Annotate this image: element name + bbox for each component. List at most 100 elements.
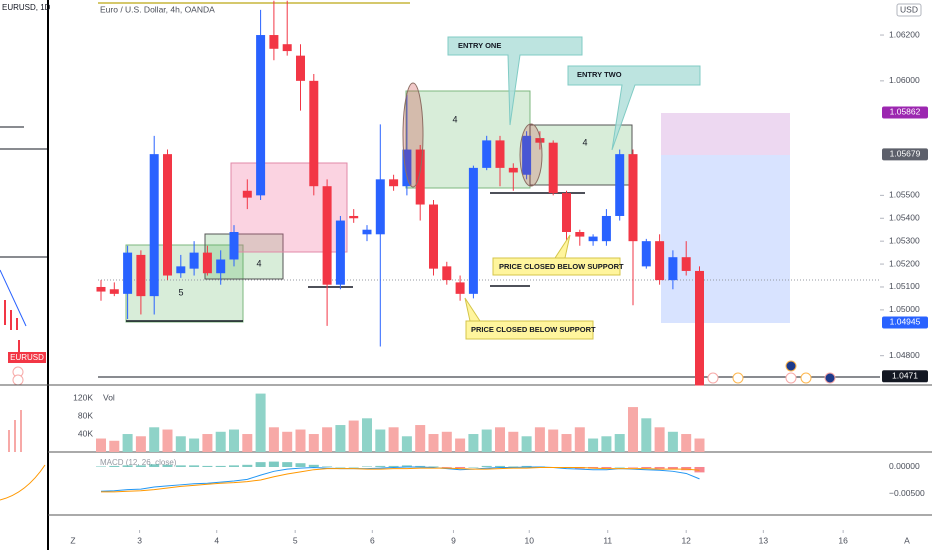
volume-bar bbox=[202, 434, 213, 452]
event-icon[interactable] bbox=[824, 372, 836, 384]
stop-zone bbox=[661, 155, 790, 323]
candle-body bbox=[216, 259, 226, 274]
candle-body bbox=[282, 44, 292, 52]
y-tick-label: 1.05100 bbox=[889, 281, 920, 291]
candle-body bbox=[455, 282, 465, 294]
candle bbox=[18, 340, 20, 360]
volume-bar bbox=[295, 429, 306, 452]
volume-bar bbox=[189, 438, 200, 452]
candle-body bbox=[322, 186, 332, 285]
candle bbox=[10, 310, 12, 330]
volume-bar bbox=[8, 430, 10, 452]
x-tick-label: 4 bbox=[214, 535, 219, 545]
volume-title: Vol bbox=[103, 392, 115, 402]
macd-histogram-bar bbox=[441, 466, 452, 468]
volume-bar bbox=[229, 429, 239, 452]
candle-body bbox=[495, 140, 505, 168]
event-icon[interactable] bbox=[732, 372, 744, 384]
macd-line bbox=[101, 467, 700, 493]
callout bbox=[464, 297, 594, 340]
candle-body bbox=[349, 215, 359, 219]
volume-bar bbox=[362, 418, 372, 452]
candle-body bbox=[482, 140, 492, 168]
callout-text: ENTRY TWO bbox=[577, 70, 622, 79]
price-level-badge bbox=[882, 106, 928, 119]
event-icon[interactable] bbox=[707, 372, 719, 384]
candle-body bbox=[375, 179, 385, 235]
volume-bar bbox=[388, 427, 399, 452]
candle-body bbox=[335, 220, 345, 285]
candle-body bbox=[575, 232, 585, 237]
macd-histogram-bar bbox=[122, 465, 133, 467]
callout-text: ENTRY ONE bbox=[458, 41, 501, 50]
macd-histogram-bar bbox=[641, 466, 652, 469]
volume-bar bbox=[574, 427, 585, 452]
event-icon[interactable] bbox=[785, 360, 797, 372]
volume-bar bbox=[348, 420, 359, 452]
candle bbox=[4, 300, 6, 325]
zoom-icon[interactable]: Z bbox=[70, 535, 75, 545]
macd-histogram-bar bbox=[415, 465, 426, 467]
volume-bar bbox=[455, 438, 466, 452]
volume-bar bbox=[255, 393, 266, 452]
candle-body bbox=[429, 204, 438, 269]
macd-histogram-bar bbox=[215, 465, 226, 467]
candle-body bbox=[562, 193, 571, 233]
event-icon[interactable] bbox=[800, 372, 812, 384]
volume-bar bbox=[654, 427, 665, 452]
macd-histogram-bar bbox=[362, 466, 372, 467]
highlight-ellipse bbox=[519, 123, 543, 187]
macd-histogram-bar bbox=[162, 464, 173, 467]
macd-histogram-bar bbox=[255, 462, 266, 467]
x-tick-label: 13 bbox=[759, 535, 769, 545]
volume-bar bbox=[681, 434, 692, 452]
event-icon[interactable] bbox=[785, 372, 797, 384]
candle-body bbox=[601, 215, 611, 242]
volume-bar bbox=[601, 436, 612, 452]
candle-body bbox=[628, 154, 638, 242]
volume-tick-label: 120K bbox=[73, 392, 93, 402]
auto-scale[interactable]: A bbox=[904, 535, 910, 545]
volume-tick-label: 80K bbox=[78, 410, 93, 420]
macd-histogram-bar bbox=[202, 465, 213, 467]
volume-bar bbox=[415, 425, 426, 452]
volume-bar bbox=[268, 427, 279, 452]
macd-histogram-bar bbox=[175, 465, 186, 467]
price-level-badge bbox=[882, 148, 928, 161]
demand-zone bbox=[125, 244, 244, 323]
macd-histogram-bar bbox=[601, 466, 612, 469]
candle-body bbox=[468, 167, 478, 294]
macd-histogram-bar bbox=[96, 466, 106, 467]
macd-histogram-bar bbox=[268, 461, 279, 467]
volume-bar bbox=[561, 434, 572, 452]
callout bbox=[567, 65, 701, 151]
volume-bar bbox=[109, 440, 120, 452]
volume-bar bbox=[628, 407, 638, 452]
macd-histogram-bar bbox=[667, 466, 678, 470]
volume-bar bbox=[375, 429, 386, 452]
candle-body bbox=[309, 80, 319, 187]
volume-bar bbox=[588, 438, 599, 452]
macd-histogram-bar bbox=[481, 465, 492, 467]
currency-badge[interactable] bbox=[896, 3, 922, 17]
volume-bar bbox=[534, 427, 545, 452]
highlight-ellipse bbox=[402, 82, 424, 188]
macd-histogram-bar bbox=[388, 465, 399, 467]
volume-bar bbox=[175, 436, 186, 452]
y-tick-label: 1.05000 bbox=[889, 304, 920, 314]
candle-body bbox=[695, 270, 704, 386]
volume-bar bbox=[282, 431, 293, 452]
macd-histogram-bar bbox=[428, 466, 439, 467]
candle-body bbox=[508, 167, 518, 173]
volume-bar bbox=[135, 436, 146, 452]
price-level-badge bbox=[882, 316, 928, 329]
volume-bar bbox=[401, 436, 412, 452]
volume-bar bbox=[667, 431, 678, 452]
x-tick-label: 16 bbox=[838, 535, 848, 545]
candle-body bbox=[535, 138, 545, 143]
zone-label: 5 bbox=[178, 287, 183, 297]
macd-histogram-bar bbox=[322, 466, 333, 467]
volume-bar bbox=[508, 431, 519, 452]
candle bbox=[16, 318, 18, 330]
